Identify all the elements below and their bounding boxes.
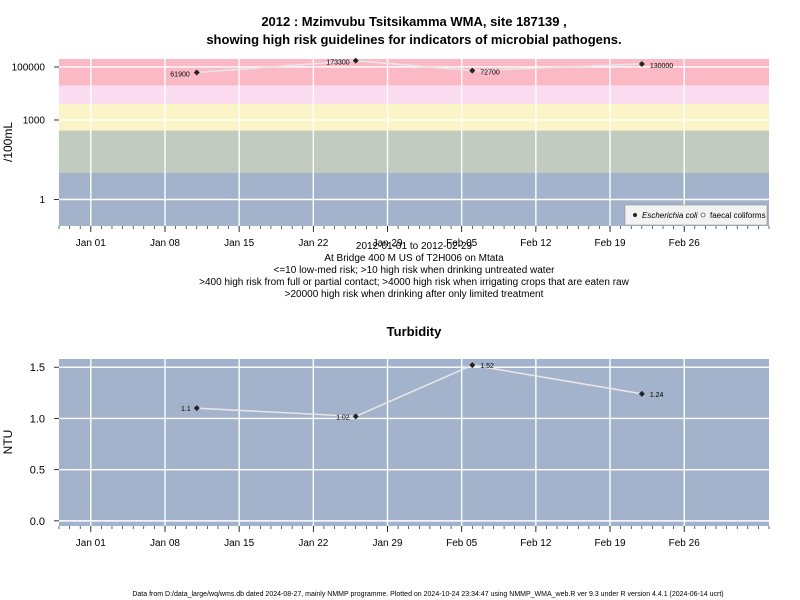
legend-marker-faecal-coliforms: [700, 212, 706, 218]
risk-band: [59, 85, 769, 105]
turbidity-y-axis-label: NTU: [1, 430, 15, 455]
microbial-y-tick-label: 100000: [12, 62, 46, 73]
e-coli-value-label: 173300: [326, 60, 349, 67]
turbidity-value-label: 1.1: [181, 406, 191, 413]
turbidity-point: [469, 362, 476, 369]
microbial-x-tick-label: Feb 26: [669, 238, 701, 249]
microbial-x-tick-label: Jan 01: [76, 238, 106, 249]
turbidity-value-label: 1.24: [650, 392, 664, 399]
turbidity-point: [352, 413, 359, 420]
microbial-x-tick-label: Jan 29: [372, 238, 402, 249]
turbidity-plot-background: [59, 359, 769, 526]
e-coli-value-label: 61900: [170, 71, 190, 78]
e-coli-point: [193, 69, 200, 76]
turbidity-y-tick-label: 0.0: [30, 516, 45, 528]
e-coli-point: [352, 57, 359, 64]
legend-box: [624, 204, 768, 226]
e-coli-series-line: [196, 59, 642, 74]
chart-title-line2: showing high risk guidelines for indicat…: [206, 32, 621, 47]
turbidity-x-tick-label: Feb 19: [594, 538, 626, 549]
turbidity-series-line: [196, 364, 642, 418]
turbidity-x-tick-label: Jan 01: [76, 538, 106, 549]
microbial-x-tick-label: Jan 22: [298, 238, 328, 249]
turbidity-x-tick-label: Jan 15: [224, 538, 254, 549]
legend-label-e-coli: Escherichia coli: [642, 211, 698, 220]
legend-label-faecal-coliforms: faecal coliforms: [710, 211, 766, 220]
turbidity-x-tick-label: Jan 22: [298, 538, 328, 549]
microbial-x-tick-label: Feb 19: [594, 238, 626, 249]
microbial-y-tick-label: 1000: [23, 115, 46, 126]
legend-marker-e-coli: [633, 213, 637, 217]
turbidity-point: [193, 405, 200, 412]
turbidity-value-label: 1.52: [480, 363, 494, 370]
turbidity-panel: 0.0 0.5 1.0 1.5 Jan 01 Jan 08 Jan 15 Jan 22 Jan …: [30, 359, 770, 549]
risk-band: [59, 130, 769, 173]
note-site: At Bridge 400 M US of T2H006 on Mtata: [324, 253, 504, 264]
chart-title-line1: 2012 : Mzimvubu Tsitsikamma WMA, site 18…: [261, 14, 566, 29]
microbial-y-tick-label: 1: [39, 195, 45, 206]
turbidity-title: Turbidity: [387, 324, 442, 339]
turbidity-x-tick-label: Feb 12: [520, 538, 552, 549]
microbial-y-axis-label: /100mL: [1, 122, 15, 162]
turbidity-y-tick-label: 1.0: [30, 413, 45, 425]
microbial-x-tick-label: Feb 05: [446, 238, 478, 249]
e-coli-value-label: 130000: [650, 63, 673, 70]
e-coli-point: [638, 60, 645, 67]
note-risk-contact: >400 high risk from full or partial cont…: [199, 277, 629, 288]
microbial-x-tick-label: Jan 15: [224, 238, 254, 249]
risk-band: [59, 104, 769, 131]
footer-source-note: Data from D:/data_large/wq/wms.db dated …: [132, 591, 723, 598]
microbial-x-tick-label: Feb 12: [520, 238, 552, 249]
legend: Escherichia coli faecal coliforms: [624, 204, 768, 226]
turbidity-point: [638, 390, 645, 397]
note-risk-drinking: <=10 low-med risk; >10 high risk when dr…: [274, 265, 556, 276]
turbidity-x-tick-label: Feb 05: [446, 538, 478, 549]
turbidity-y-tick-label: 1.5: [30, 362, 45, 374]
turbidity-x-tick-label: Jan 08: [150, 538, 180, 549]
microbial-x-tick-label: Jan 08: [150, 238, 180, 249]
microbial-notes: 2012-01-01 to 2012-02-29 At Bridge 400 M…: [199, 241, 629, 300]
turbidity-x-tick-label: Jan 29: [372, 538, 402, 549]
microbial-panel: 1 1000 100000 Jan 01 Jan 08 Jan 15 Jan 22 Jan 2…: [12, 57, 770, 249]
turbidity-x-tick-label: Feb 26: [669, 538, 701, 549]
note-date-range: 2012-01-01 to 2012-02-29: [356, 241, 473, 252]
turbidity-y-tick-label: 0.5: [30, 465, 45, 477]
e-coli-point: [469, 67, 476, 74]
e-coli-value-label: 72700: [480, 70, 500, 77]
note-risk-limited-treatment: >20000 high risk when drinking after onl…: [285, 289, 544, 300]
risk-band: [59, 59, 769, 86]
turbidity-value-label: 1.02: [336, 414, 350, 421]
